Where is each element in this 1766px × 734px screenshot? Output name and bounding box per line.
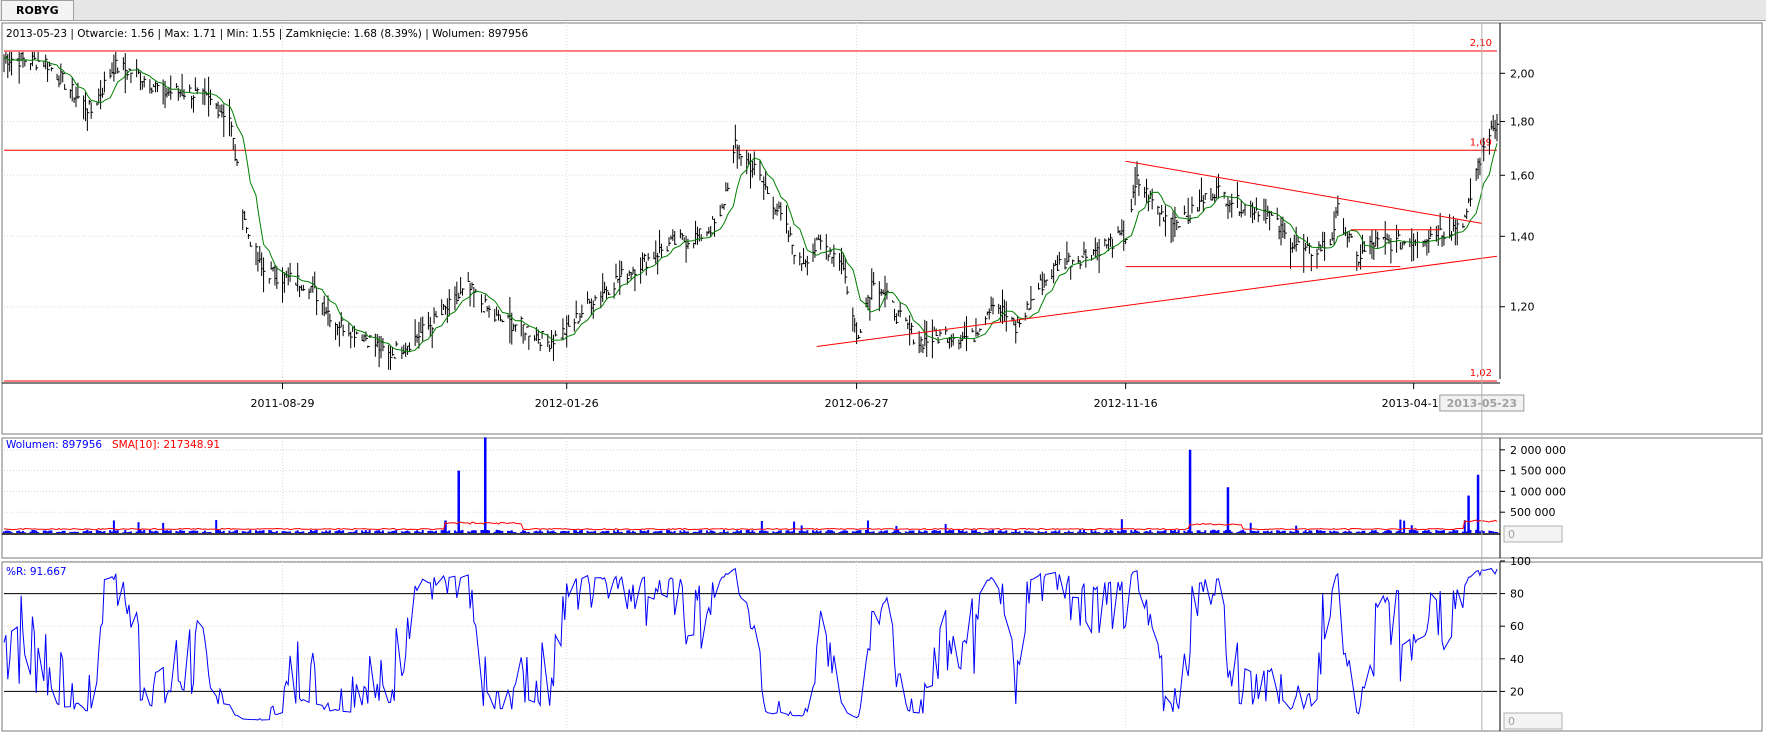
- williams-tick-label: 100: [1510, 555, 1531, 568]
- volume-tick-label: 2 000 000: [1510, 444, 1566, 457]
- price-tick-label: 1,20: [1510, 301, 1535, 314]
- williams-tick-label: 40: [1510, 653, 1524, 666]
- price-horizontal-lines: 2,10 1,69 1,02: [4, 38, 1497, 382]
- volume-panel[interactable]: [1, 437, 1763, 559]
- williams-panel[interactable]: [1, 561, 1763, 732]
- williams-path: [3, 567, 1498, 721]
- volume-grid: [4, 438, 1497, 533]
- tab-robyg[interactable]: ROBYG: [1, 0, 74, 20]
- volume-zero-label: 0: [1508, 528, 1515, 541]
- price-axis: 2,00 1,80 1,60 1,40 1,20: [1499, 23, 1535, 379]
- volume-zero-box: [1503, 525, 1563, 543]
- price-tick-label: 1,40: [1510, 230, 1535, 243]
- price-panel[interactable]: [1, 22, 1763, 435]
- price-grid: [4, 23, 1497, 379]
- date-tick-label: 2013-04-17: [1382, 397, 1446, 410]
- volume-label: Wolumen: 897956: [6, 439, 102, 451]
- williams-zero-label: 0: [1508, 715, 1515, 728]
- volume-tick-label: 1 500 000: [1510, 465, 1566, 478]
- volume-tick-label: 1 000 000: [1510, 485, 1566, 498]
- price-tick-label: 1,60: [1510, 169, 1535, 182]
- price-sma-line: [3, 56, 1498, 353]
- williams-tick-label: 80: [1510, 588, 1524, 601]
- trendline: [1125, 160, 1482, 224]
- date-tick-label: 2012-11-16: [1094, 397, 1158, 410]
- volume-bars: [3, 437, 1498, 533]
- williams-zero-box: [1503, 712, 1563, 730]
- williams-line: [3, 567, 1498, 721]
- volume-tick-label: 500 000: [1510, 506, 1556, 519]
- horizontal-line-label: 1,02: [1470, 368, 1492, 379]
- chart-area[interactable]: 2013-05-23 | Otwarcie: 1.56 | Max: 1.71 …: [0, 21, 1766, 734]
- volume-sma-label: SMA[10]: 217348.91: [112, 439, 220, 451]
- date-tick-label: 2011-08-29: [251, 397, 315, 410]
- date-tick-label: 2012-06-27: [825, 397, 889, 410]
- tab-bar: ROBYG: [0, 0, 1766, 21]
- info-line: 2013-05-23 | Otwarcie: 1.56 | Max: 1.71 …: [6, 28, 528, 40]
- price-moving-average: [3, 56, 1498, 353]
- price-tick-label: 1,80: [1510, 115, 1535, 128]
- horizontal-line-label: 2,10: [1470, 38, 1492, 49]
- date-tick-label: 2012-01-26: [535, 397, 599, 410]
- williams-tick-label: 20: [1510, 685, 1524, 698]
- price-trendlines: [816, 160, 1498, 347]
- volume-sma-line: [3, 519, 1498, 531]
- trendline: [816, 255, 1498, 347]
- volume-axis: 2 000 000 1 500 000 1 000 000 500 000 0: [2, 438, 1566, 558]
- horizontal-line-label: 1,69: [1470, 137, 1492, 148]
- price-tick-label: 2,00: [1510, 67, 1535, 80]
- williams-label: %R: 91.667: [6, 566, 67, 578]
- williams-grid: [4, 560, 1497, 731]
- williams-tick-label: 60: [1510, 620, 1524, 633]
- volume-sma-path: [3, 519, 1498, 531]
- williams-axis: 100 80 60 40 20 0: [1499, 555, 1563, 731]
